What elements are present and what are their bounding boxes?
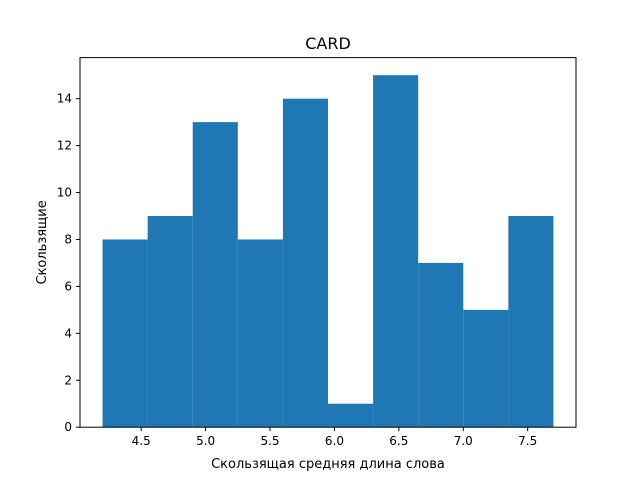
histogram-bar [418, 262, 464, 428]
y-tick-label: 2 [64, 373, 72, 387]
x-axis-ticks: 4.5 5.0 5.5 6.0 6.5 7.0 7.5 [132, 427, 537, 448]
x-tick-label: 5.5 [260, 434, 279, 448]
y-tick-label: 4 [64, 326, 72, 340]
x-tick-label: 6.0 [325, 434, 344, 448]
y-tick-label: 0 [64, 420, 72, 434]
y-tick-label: 14 [57, 92, 72, 106]
histogram-bar [192, 122, 238, 428]
y-tick-label: 8 [64, 232, 72, 246]
histogram-bar [463, 309, 509, 428]
histogram-bar [282, 98, 328, 428]
histogram-bar [328, 403, 374, 428]
y-axis-ticks: 0 2 4 6 8 10 12 14 [57, 92, 80, 434]
histogram-bar [147, 216, 193, 428]
y-axis-label: Скользящие [35, 200, 50, 284]
x-tick-label: 7.0 [454, 434, 473, 448]
histogram-bar [373, 75, 419, 428]
y-tick-label: 12 [57, 139, 72, 153]
y-tick-label: 10 [57, 186, 72, 200]
histogram-bar [237, 239, 283, 428]
histogram-bar [102, 239, 148, 428]
y-tick-label: 6 [64, 279, 72, 293]
bars-layer [102, 75, 554, 428]
x-axis-label: Скользящая средняя длина слова [211, 457, 445, 472]
plot-frame [79, 57, 577, 428]
x-tick-label: 7.5 [518, 434, 537, 448]
x-tick-label: 5.0 [196, 434, 215, 448]
x-tick-label: 4.5 [132, 434, 151, 448]
chart-title: CARD [305, 34, 351, 53]
x-tick-label: 6.5 [389, 434, 408, 448]
histogram-bar [508, 216, 554, 428]
